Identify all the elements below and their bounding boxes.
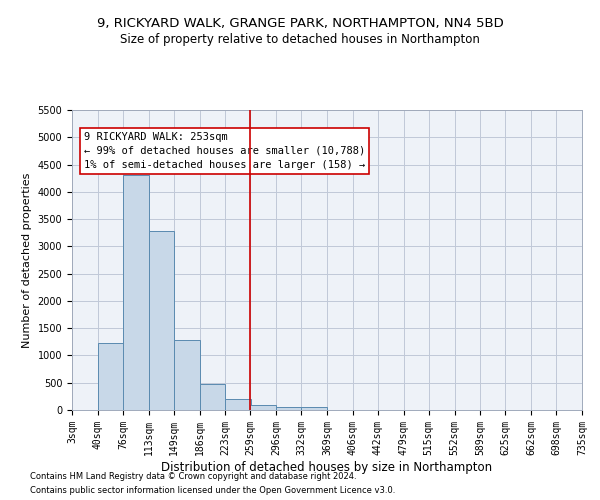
Y-axis label: Number of detached properties: Number of detached properties — [22, 172, 32, 348]
Bar — [225, 399, 251, 410]
Bar — [98, 343, 124, 410]
Bar — [199, 384, 225, 410]
Bar — [276, 406, 302, 410]
Text: Contains HM Land Registry data © Crown copyright and database right 2024.: Contains HM Land Registry data © Crown c… — [30, 472, 356, 481]
Text: 9, RICKYARD WALK, GRANGE PARK, NORTHAMPTON, NN4 5BD: 9, RICKYARD WALK, GRANGE PARK, NORTHAMPT… — [97, 18, 503, 30]
Text: 9 RICKYARD WALK: 253sqm
← 99% of detached houses are smaller (10,788)
1% of semi: 9 RICKYARD WALK: 253sqm ← 99% of detache… — [84, 132, 365, 170]
Bar — [301, 408, 327, 410]
Text: Size of property relative to detached houses in Northampton: Size of property relative to detached ho… — [120, 32, 480, 46]
Bar — [174, 340, 199, 410]
Text: Contains public sector information licensed under the Open Government Licence v3: Contains public sector information licen… — [30, 486, 395, 495]
Bar — [123, 176, 149, 410]
Bar — [250, 405, 276, 410]
Bar — [149, 231, 175, 410]
X-axis label: Distribution of detached houses by size in Northampton: Distribution of detached houses by size … — [161, 460, 493, 473]
